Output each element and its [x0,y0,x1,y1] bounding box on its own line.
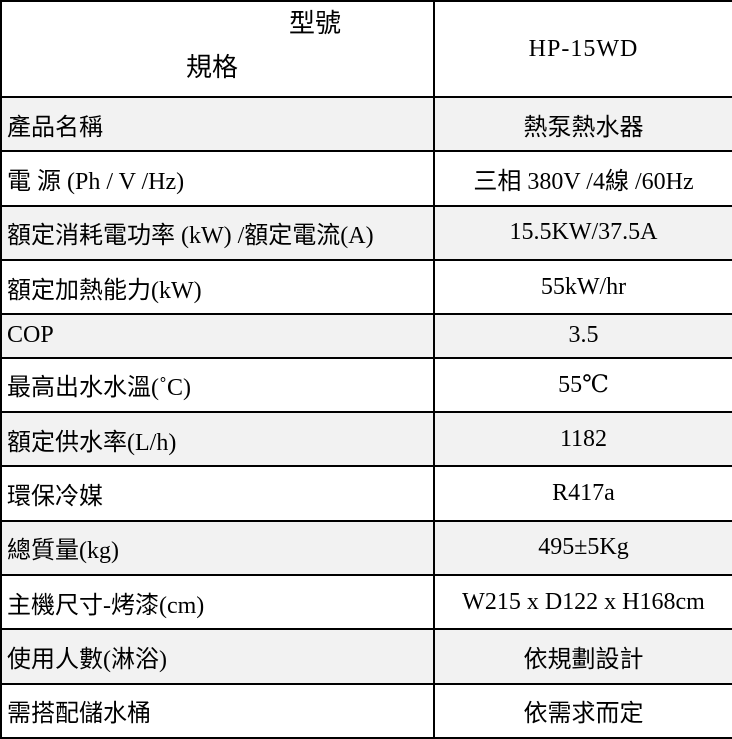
spec-label: 主機尺寸-烤漆(cm) [0,573,435,631]
table-row: 額定供水率(L/h) 1182 [0,410,732,468]
spec-value: 三相 380V /4線 /60Hz [433,150,732,207]
spec-value: 495±5Kg [433,519,732,576]
table-row: COP 3.5 [0,313,732,359]
spec-value: 55℃ [433,356,732,413]
table-row: 總質量(kg) 495±5Kg [0,519,732,576]
spec-value: R417a [433,465,732,522]
table-row: 電 源 (Ph / V /Hz) 三相 380V /4線 /60Hz [0,150,732,207]
spec-label: 電 源 (Ph / V /Hz) [0,150,435,207]
table-row: 主機尺寸-烤漆(cm) W215 x D122 x H168cm [0,573,732,631]
spec-label: 最高出水水溫(˚C) [0,356,435,413]
header-row: 型號 規格 HP-15WD [0,0,732,98]
corner-label-model: 型號 [289,9,342,38]
table-row: 環保冷媒 R417a [0,465,732,522]
table-row: 產品名稱 熱泵熱水器 [0,95,732,153]
table-row: 使用人數(淋浴) 依規劃設計 [0,628,732,685]
spec-label: 額定供水率(L/h) [0,410,435,468]
corner-label-spec: 規格 [186,53,239,82]
spec-value: 依規劃設計 [433,628,732,685]
spec-value: 3.5 [433,313,732,359]
spec-label: 環保冷媒 [0,465,435,522]
spec-value: 1182 [433,410,732,468]
spec-value: W215 x D122 x H168cm [433,573,732,631]
spec-value: 熱泵熱水器 [433,95,732,153]
spec-label: COP [0,313,435,359]
table-row: 額定消耗電功率 (kW) /額定電流(A) 15.5KW/37.5A [0,204,732,262]
spec-label: 產品名稱 [0,95,435,153]
spec-value: 15.5KW/37.5A [433,204,732,262]
spec-value: 55kW/hr [433,259,732,316]
spec-label: 使用人數(淋浴) [0,628,435,685]
spec-label: 額定加熱能力(kW) [0,259,435,316]
spec-label: 總質量(kg) [0,519,435,576]
table-row: 最高出水水溫(˚C) 55℃ [0,356,732,413]
table-row: 額定加熱能力(kW) 55kW/hr [0,259,732,316]
spec-value: 依需求而定 [433,682,732,739]
table-row: 需搭配儲水桶 依需求而定 [0,682,732,739]
spec-label: 額定消耗電功率 (kW) /額定電流(A) [0,204,435,262]
spec-label: 需搭配儲水桶 [0,682,435,739]
model-header-cell: HP-15WD [433,0,732,98]
model-number: HP-15WD [528,35,639,62]
corner-header-cell: 型號 規格 [0,0,435,98]
